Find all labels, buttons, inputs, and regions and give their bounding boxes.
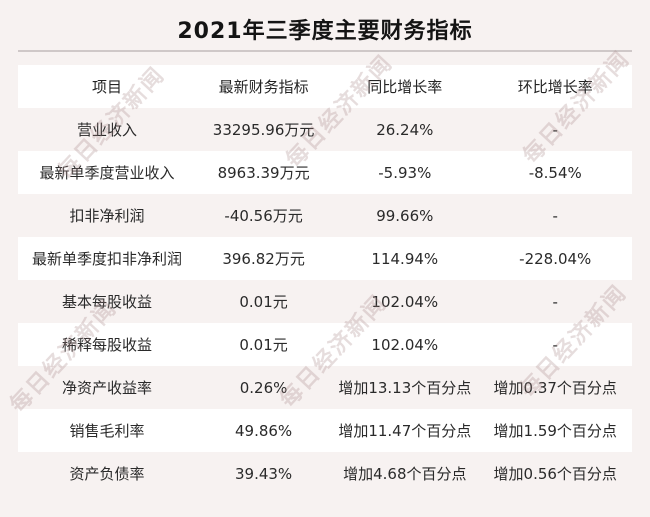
cell-item: 资产负债率 xyxy=(69,465,145,483)
cell-item: 基本每股收益 xyxy=(62,293,153,311)
cell-yoy: -5.93% xyxy=(378,163,432,182)
cell-yoy: 99.66% xyxy=(376,206,434,225)
cell-latest: 39.43% xyxy=(234,464,293,483)
cell-latest: 0.26% xyxy=(239,378,288,397)
table-row: 稀释每股收益 0.01元 102.04% - xyxy=(18,323,632,366)
table-row: 净资产收益率 0.26% 增加13.13个百分点 增加0.37个百分点 xyxy=(18,366,632,409)
table-row: 资产负债率 39.43% 增加4.68个百分点 增加0.56个百分点 xyxy=(18,452,632,495)
cell-item: 营业收入 xyxy=(77,121,138,139)
cell-latest: 33295.96万元 xyxy=(212,121,315,139)
table-row: 扣非净利润 -40.56万元 99.66% - xyxy=(18,194,632,237)
page-title: 2021年三季度主要财务指标 xyxy=(177,19,473,44)
cell-item: 最新单季度营业收入 xyxy=(39,164,175,182)
cell-yoy: 增加11.47个百分点 xyxy=(338,422,472,440)
title-divider xyxy=(18,50,632,52)
cell-yoy: 114.94% xyxy=(371,249,439,268)
column-header-qoq: 环比增长率 xyxy=(517,78,593,96)
financial-indicators-table: 项目 最新财务指标 同比增长率 环比增长率 营业收入 33295.96万元 26… xyxy=(18,65,632,495)
cell-qoq: 增加1.59个百分点 xyxy=(493,422,617,440)
column-header-latest: 最新财务指标 xyxy=(218,78,309,96)
cell-qoq: - xyxy=(552,292,558,311)
column-header-item: 项目 xyxy=(92,78,123,96)
cell-latest: 49.86% xyxy=(234,421,293,440)
table-row: 基本每股收益 0.01元 102.04% - xyxy=(18,280,632,323)
table-row: 最新单季度营业收入 8963.39万元 -5.93% -8.54% xyxy=(18,151,632,194)
cell-qoq: 增加0.56个百分点 xyxy=(493,465,617,483)
cell-qoq: - xyxy=(552,206,558,225)
cell-yoy: 增加4.68个百分点 xyxy=(343,465,467,483)
cell-latest: -40.56万元 xyxy=(224,207,303,225)
table-row: 销售毛利率 49.86% 增加11.47个百分点 增加1.59个百分点 xyxy=(18,409,632,452)
cell-yoy: 增加13.13个百分点 xyxy=(338,379,472,397)
cell-latest: 396.82万元 xyxy=(222,250,305,268)
cell-qoq: - xyxy=(552,120,558,139)
cell-item: 销售毛利率 xyxy=(69,422,145,440)
cell-qoq: - xyxy=(552,335,558,354)
cell-latest: 8963.39万元 xyxy=(217,164,310,182)
cell-qoq: 增加0.37个百分点 xyxy=(493,379,617,397)
table-header-row: 项目 最新财务指标 同比增长率 环比增长率 xyxy=(18,65,632,108)
cell-latest: 0.01元 xyxy=(239,336,288,354)
cell-latest: 0.01元 xyxy=(239,293,288,311)
cell-item: 扣非净利润 xyxy=(69,207,145,225)
table-row: 最新单季度扣非净利润 396.82万元 114.94% -228.04% xyxy=(18,237,632,280)
cell-yoy: 102.04% xyxy=(371,335,439,354)
cell-item: 稀释每股收益 xyxy=(62,336,153,354)
cell-yoy: 26.24% xyxy=(376,120,434,139)
cell-qoq: -8.54% xyxy=(528,163,582,182)
cell-qoq: -228.04% xyxy=(519,249,592,268)
cell-item: 最新单季度扣非净利润 xyxy=(32,250,183,268)
column-header-yoy: 同比增长率 xyxy=(367,78,443,96)
table-row: 营业收入 33295.96万元 26.24% - xyxy=(18,108,632,151)
cell-yoy: 102.04% xyxy=(371,292,439,311)
cell-item: 净资产收益率 xyxy=(62,379,153,397)
